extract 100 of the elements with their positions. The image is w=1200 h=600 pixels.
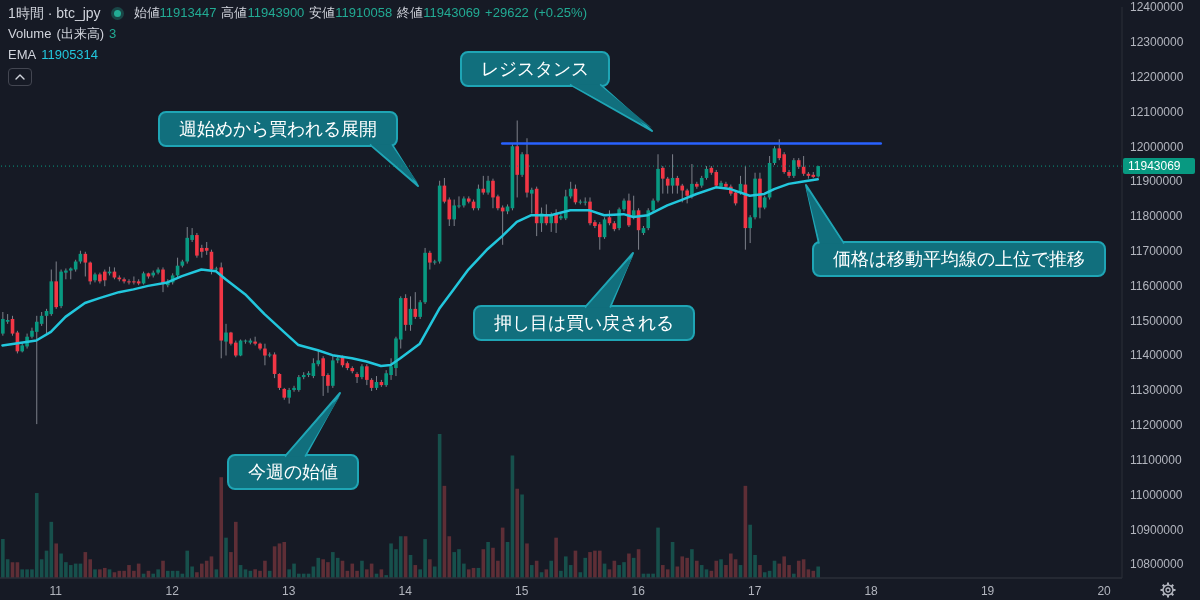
bar (699, 565, 704, 578)
y-tick-label: 11600000 (1130, 278, 1183, 293)
bar (680, 556, 685, 578)
bar (695, 560, 699, 578)
candlestick (122, 277, 126, 284)
bar (398, 536, 403, 578)
x-tick-label: 12 (165, 583, 180, 598)
bar (93, 569, 97, 578)
y-tick-label: 12300000 (1130, 35, 1184, 50)
bar (811, 570, 816, 578)
x-tick-label: 15 (515, 583, 529, 598)
y-tick-label: 10800000 (1130, 557, 1184, 572)
bar (316, 557, 321, 578)
bar (627, 553, 631, 578)
annotation: Volume (出来高) 3 (8, 26, 117, 41)
bar (520, 494, 524, 578)
bar (428, 559, 432, 578)
bar (54, 543, 58, 578)
bar (554, 537, 558, 578)
annotation: 週始めから買われる展開 (179, 119, 377, 139)
candlestick (413, 291, 418, 320)
candlestick (597, 221, 602, 251)
annotation: 価格は移動平均線の上位で推移 (833, 249, 1085, 269)
x-tick-label: 13 (282, 583, 296, 598)
bar (661, 565, 665, 578)
bar (758, 565, 762, 578)
y-tick-label: 10900000 (1130, 522, 1184, 537)
y-tick-label: 12000000 (1130, 139, 1184, 154)
bar (515, 488, 520, 578)
bar (714, 560, 719, 578)
bar (762, 572, 767, 578)
bar (267, 570, 272, 578)
candlestick (1, 311, 5, 337)
bar (719, 559, 723, 578)
candlestick (253, 336, 257, 346)
bar (816, 566, 820, 578)
bar (486, 542, 490, 578)
y-tick-label: 11000000 (1130, 487, 1183, 502)
bar (413, 565, 418, 578)
candlestick (263, 343, 267, 366)
candlestick (224, 323, 228, 357)
y-tick-label: 11700000 (1130, 243, 1183, 258)
bar (583, 557, 588, 578)
candlestick (529, 187, 534, 214)
bar (161, 560, 165, 578)
bar (690, 549, 694, 578)
candlestick (563, 189, 568, 221)
bar (360, 560, 364, 578)
annotation: EMA 11905314 (8, 47, 99, 62)
bar (350, 563, 355, 578)
candlestick (88, 261, 93, 285)
bar (796, 560, 801, 578)
candlestick (462, 195, 466, 209)
x-tick-label: 20 (1097, 583, 1112, 598)
bar (68, 565, 73, 578)
bar (597, 550, 602, 578)
text: 始値11913447 高値11943900 安値11910058 終値11943069 +29622 (+0.25%) (133, 5, 587, 20)
annotation: 今週の始値 (248, 462, 338, 482)
bar (219, 477, 224, 578)
annotation: レジスタンス (481, 59, 589, 79)
y-tick-label: 11200000 (1130, 418, 1183, 433)
bar (1, 539, 5, 578)
bar (185, 550, 190, 578)
bar (549, 560, 554, 578)
bar (102, 567, 107, 578)
candlestick (748, 214, 752, 244)
x-tick-label: 14 (398, 583, 413, 598)
candlestick (34, 315, 39, 425)
candlestick (554, 208, 558, 234)
candlestick (486, 175, 490, 196)
candlestick (161, 266, 165, 293)
y-tick-label: 11300000 (1130, 383, 1183, 398)
bar (165, 570, 170, 578)
y-tick-label: 11900000 (1130, 174, 1183, 189)
bar (282, 542, 287, 578)
y-tick-label: 12100000 (1130, 104, 1184, 119)
chart-title: 1時間 · btc_jpy (8, 4, 101, 23)
bar (466, 569, 471, 578)
candlestick (787, 169, 791, 179)
candlestick (365, 363, 369, 386)
candlestick (355, 371, 359, 384)
candlestick (661, 165, 665, 195)
y-tick-label: 12200000 (1130, 69, 1184, 84)
y-tick-label: 11500000 (1130, 313, 1183, 328)
bar (525, 543, 529, 578)
y-tick-label: 12400000 (1130, 0, 1184, 15)
bar (34, 493, 39, 578)
x-tick-label: 18 (864, 583, 879, 598)
y-tick-label: 11400000 (1130, 348, 1183, 363)
y-tick-label: 11100000 (1130, 452, 1182, 467)
bar (563, 556, 568, 578)
candlestick (418, 299, 422, 320)
x-tick-label: 16 (631, 583, 646, 598)
x-tick-label: 17 (747, 583, 762, 598)
bar (529, 565, 534, 578)
y-tick-label: 11800000 (1130, 209, 1183, 224)
candlestick (428, 250, 432, 271)
candlestick (156, 266, 160, 275)
x-tick-label: 19 (980, 583, 995, 598)
x-tick-label: 11 (49, 583, 63, 598)
